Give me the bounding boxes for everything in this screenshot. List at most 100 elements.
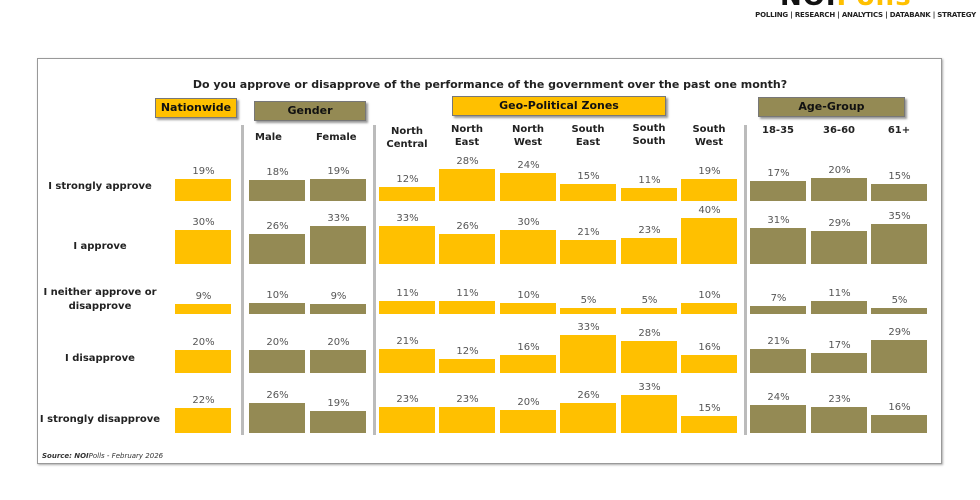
bar bbox=[871, 339, 927, 373]
data-label: 19% bbox=[327, 398, 350, 410]
group-separator bbox=[373, 125, 376, 435]
data-label: 40% bbox=[698, 205, 721, 216]
data-label: 33% bbox=[638, 382, 661, 394]
bar bbox=[681, 354, 737, 373]
data-label: 12% bbox=[396, 174, 419, 186]
bar bbox=[871, 183, 927, 201]
data-label: 23% bbox=[456, 393, 479, 405]
bar bbox=[175, 303, 231, 314]
bar bbox=[439, 301, 495, 314]
bar bbox=[560, 335, 616, 373]
group-header-2: Geo-Political Zones bbox=[452, 96, 666, 116]
data-label: 12% bbox=[456, 346, 479, 358]
column-label: South West bbox=[692, 124, 726, 148]
row-label: I neither approve or disapprove bbox=[43, 287, 157, 312]
bar bbox=[249, 234, 305, 264]
data-label: 16% bbox=[517, 341, 540, 353]
bar bbox=[811, 301, 867, 314]
data-label: 19% bbox=[192, 166, 215, 178]
data-label: 21% bbox=[767, 335, 790, 347]
bar bbox=[681, 415, 737, 433]
data-label: 22% bbox=[192, 394, 215, 406]
data-label: 20% bbox=[517, 397, 540, 408]
bar bbox=[310, 350, 366, 373]
bar bbox=[681, 179, 737, 201]
data-label: 35% bbox=[888, 210, 911, 222]
data-label: 15% bbox=[577, 170, 600, 182]
group-separator bbox=[241, 125, 244, 435]
bar bbox=[439, 406, 495, 433]
group-separator bbox=[744, 125, 747, 435]
column-label: 61+ bbox=[887, 125, 911, 136]
data-label: 26% bbox=[266, 221, 289, 233]
bar bbox=[249, 180, 305, 201]
bar bbox=[621, 395, 677, 433]
bar bbox=[310, 303, 366, 314]
bar bbox=[621, 188, 677, 201]
data-label: 29% bbox=[828, 217, 851, 229]
bar bbox=[621, 340, 677, 373]
bar bbox=[750, 305, 806, 314]
bar bbox=[621, 308, 677, 314]
data-label: 7% bbox=[770, 292, 787, 304]
bar bbox=[811, 353, 867, 373]
data-label: 30% bbox=[517, 216, 540, 228]
data-label: 17% bbox=[828, 340, 851, 352]
group-header-1: Gender bbox=[254, 101, 366, 121]
data-label: 21% bbox=[577, 226, 600, 238]
noipolls-logo: NOIPolls POLLING | RESEARCH | ANALYTICS … bbox=[752, 0, 978, 22]
data-label: 29% bbox=[888, 326, 911, 338]
data-label: 28% bbox=[638, 327, 661, 339]
column-label: Male bbox=[255, 132, 282, 143]
data-label: 21% bbox=[396, 335, 419, 347]
bar bbox=[500, 302, 556, 314]
column-label: 18-35 bbox=[762, 125, 794, 136]
bar bbox=[175, 229, 231, 264]
data-label: 33% bbox=[577, 322, 600, 334]
bar bbox=[500, 354, 556, 373]
column-label: South East bbox=[571, 124, 605, 148]
data-label: 33% bbox=[327, 213, 350, 225]
row-label: I disapprove bbox=[65, 353, 135, 364]
bar bbox=[379, 226, 435, 264]
bar bbox=[750, 228, 806, 264]
data-label: 20% bbox=[266, 337, 289, 348]
bar bbox=[310, 226, 366, 264]
data-label: 28% bbox=[456, 155, 479, 167]
group-header-3: Age-Group bbox=[758, 97, 905, 117]
bar bbox=[310, 411, 366, 433]
column-label: North Central bbox=[386, 126, 428, 150]
bar bbox=[811, 178, 867, 201]
bar bbox=[379, 348, 435, 373]
data-label: 11% bbox=[396, 288, 419, 300]
bar bbox=[500, 173, 556, 201]
bar bbox=[379, 187, 435, 201]
bar bbox=[560, 403, 616, 433]
row-label: I strongly approve bbox=[48, 181, 152, 192]
bar bbox=[681, 218, 737, 264]
data-label: 23% bbox=[396, 393, 419, 405]
chart-frame bbox=[37, 58, 942, 464]
bar bbox=[560, 239, 616, 264]
bar bbox=[439, 359, 495, 373]
column-label: 36-60 bbox=[823, 125, 855, 136]
data-label: 17% bbox=[767, 168, 790, 180]
bar bbox=[249, 403, 305, 433]
bar bbox=[500, 410, 556, 433]
data-label: 16% bbox=[698, 341, 721, 353]
bar bbox=[621, 237, 677, 264]
column-label: South South bbox=[632, 123, 666, 147]
data-label: 11% bbox=[828, 288, 851, 300]
chart-title: Do you approve or disapprove of the perf… bbox=[192, 78, 788, 91]
data-label: 5% bbox=[580, 295, 597, 307]
data-label: 10% bbox=[266, 289, 289, 301]
data-label: 5% bbox=[641, 295, 658, 307]
data-label: 33% bbox=[396, 213, 419, 225]
data-label: 26% bbox=[577, 390, 600, 402]
row-label: I strongly disapprove bbox=[39, 414, 161, 425]
bar bbox=[871, 223, 927, 264]
bar bbox=[249, 350, 305, 373]
data-label: 15% bbox=[698, 402, 721, 414]
bar bbox=[560, 308, 616, 314]
data-label: 31% bbox=[767, 215, 790, 227]
